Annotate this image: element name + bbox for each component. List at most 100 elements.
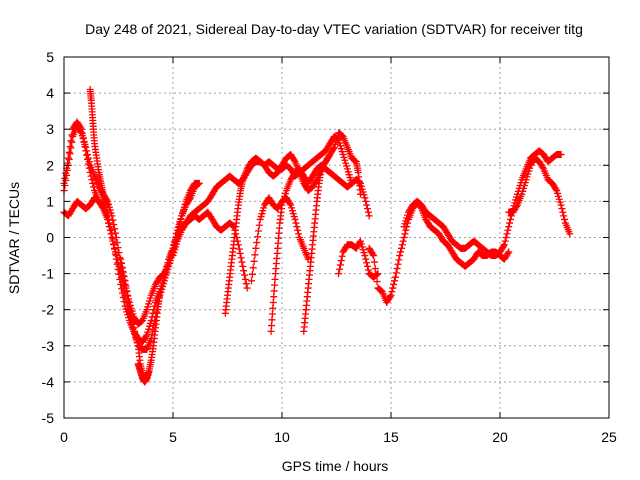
x-tick-label: 5 xyxy=(169,429,177,445)
data-point xyxy=(239,262,247,270)
data-point xyxy=(295,230,303,238)
data-point xyxy=(104,201,112,209)
data-point xyxy=(142,332,150,340)
x-tick-label: 10 xyxy=(274,429,290,445)
data-point xyxy=(133,338,141,346)
x-tick-label: 20 xyxy=(492,429,508,445)
data-point xyxy=(397,248,405,256)
data-point xyxy=(362,255,370,263)
data-point xyxy=(363,205,371,213)
data-point xyxy=(82,147,90,155)
data-point xyxy=(120,272,128,280)
data-point xyxy=(363,201,371,209)
data-point xyxy=(81,143,89,151)
data-point xyxy=(107,230,115,238)
data-point xyxy=(252,244,260,252)
data-point xyxy=(114,244,122,252)
data-point xyxy=(132,335,140,343)
data-point xyxy=(362,197,370,205)
data-point xyxy=(356,190,364,198)
data-point xyxy=(195,179,203,187)
data-point xyxy=(363,259,371,267)
series-spike xyxy=(86,85,112,209)
data-point xyxy=(66,150,74,158)
data-point xyxy=(122,282,130,290)
data-point xyxy=(294,226,302,234)
data-point xyxy=(77,124,85,132)
data-point xyxy=(127,311,135,319)
data-point xyxy=(363,262,371,270)
data-point xyxy=(370,258,378,266)
data-point xyxy=(386,293,394,301)
data-point xyxy=(372,271,380,279)
data-point xyxy=(401,230,409,238)
data-point xyxy=(68,138,76,146)
data-point xyxy=(500,241,508,249)
data-point xyxy=(390,277,398,285)
data-point xyxy=(80,138,88,146)
data-point xyxy=(62,169,70,177)
data-point xyxy=(112,252,120,260)
series-pass5 xyxy=(134,360,153,386)
data-point xyxy=(566,230,574,238)
data-point xyxy=(84,160,92,168)
grid-layer xyxy=(64,57,609,418)
series-pass14 xyxy=(505,154,574,238)
data-point xyxy=(111,248,119,256)
data-point xyxy=(387,291,395,299)
data-point xyxy=(504,226,512,234)
series-pass6 xyxy=(169,132,356,260)
data-point xyxy=(237,254,245,262)
data-point xyxy=(176,219,184,227)
y-tick-label: -4 xyxy=(42,374,55,390)
data-point xyxy=(369,250,377,258)
data-point xyxy=(254,227,262,235)
data-point xyxy=(240,267,248,275)
series-pass10 xyxy=(247,194,312,285)
y-tick-label: -3 xyxy=(42,338,55,354)
data-point xyxy=(119,268,127,276)
data-point xyxy=(389,284,397,292)
data-points-layer xyxy=(60,85,574,386)
data-point xyxy=(118,259,126,267)
data-point xyxy=(370,252,378,260)
data-point xyxy=(194,180,202,188)
data-point xyxy=(87,172,95,180)
series-pass13 xyxy=(400,197,513,270)
data-point xyxy=(110,241,118,249)
data-point xyxy=(361,194,369,202)
series-pass9 xyxy=(300,129,364,335)
y-tick-label: 5 xyxy=(46,49,54,65)
data-point xyxy=(335,270,343,278)
data-point xyxy=(117,255,125,263)
data-point xyxy=(145,367,153,375)
data-point xyxy=(177,215,185,223)
data-point xyxy=(397,244,405,252)
data-point xyxy=(557,201,565,209)
data-point xyxy=(126,306,134,314)
data-point xyxy=(98,203,106,211)
data-point xyxy=(86,169,94,177)
data-point xyxy=(395,256,403,264)
data-point xyxy=(560,212,568,220)
data-point xyxy=(417,203,425,211)
data-point xyxy=(392,269,400,277)
data-point xyxy=(329,145,337,153)
x-axis-title: GPS time / hours xyxy=(282,458,389,474)
data-point xyxy=(292,219,300,227)
data-point xyxy=(371,265,379,273)
data-point xyxy=(114,259,122,267)
data-point xyxy=(247,277,255,285)
data-point xyxy=(503,230,511,238)
y-tick-label: -1 xyxy=(42,266,55,282)
ticks-layer: 0 5 10 15 20 25 -5 -4 -3 -2 -1 0 1 2 3 4 5 xyxy=(42,49,617,445)
series-pass11 xyxy=(335,237,382,281)
data-point xyxy=(558,205,566,213)
data-point xyxy=(125,302,133,310)
data-point xyxy=(78,130,86,138)
data-point xyxy=(364,208,372,216)
data-point xyxy=(338,252,346,260)
data-point xyxy=(68,131,76,139)
